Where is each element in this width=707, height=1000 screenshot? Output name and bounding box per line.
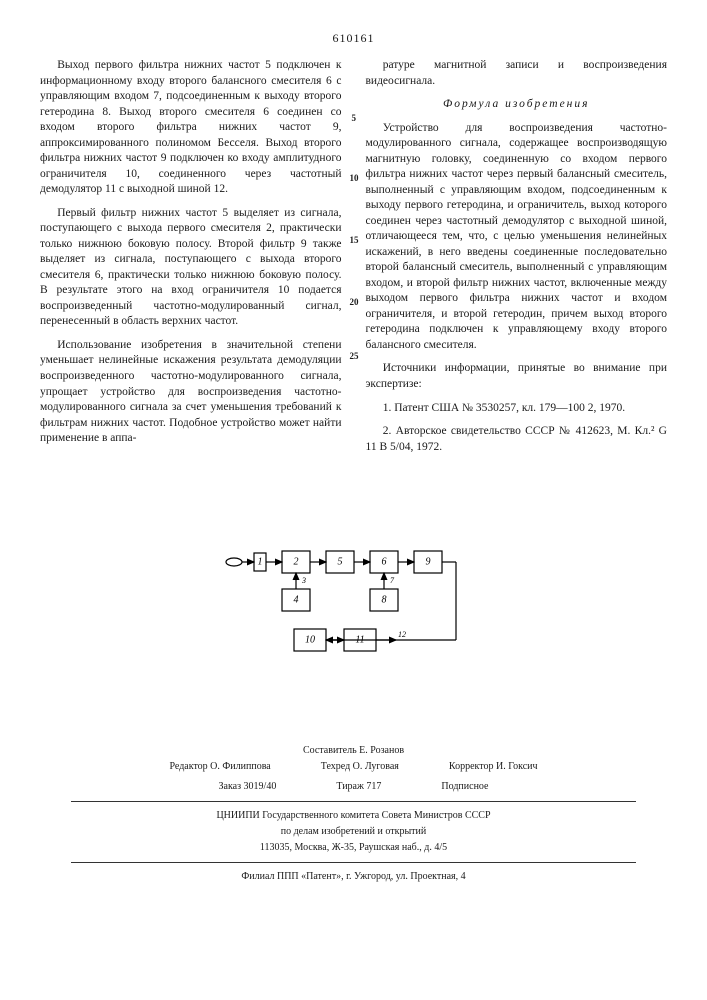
right-p1: Устройство для воспроизведения частотно-… — [366, 121, 668, 354]
svg-text:2: 2 — [293, 556, 298, 567]
svg-text:1: 1 — [257, 556, 262, 567]
formula-title: Формула изобретения — [366, 97, 668, 113]
sources-label: Источники информации, принятые во вниман… — [366, 361, 668, 392]
svg-text:3: 3 — [301, 576, 306, 585]
svg-text:8: 8 — [381, 594, 386, 605]
addr2: Филиал ППП «Патент», г. Ужгород, ул. Про… — [40, 869, 667, 885]
line-marker: 25 — [350, 350, 359, 362]
footer-divider-2 — [71, 862, 635, 863]
right-column: ратуре магнитной записи и воспроизведени… — [366, 58, 668, 455]
order: Заказ 3019/40 — [219, 779, 277, 795]
source-1: 1. Патент США № 3530257, кл. 179—100 2, … — [366, 401, 668, 417]
text-columns: Выход первого фильтра нижних частот 5 по… — [40, 58, 667, 463]
line-marker: 10 — [350, 172, 359, 184]
compiler: Составитель Е. Розанов — [40, 743, 667, 759]
line-marker: 20 — [350, 296, 359, 308]
editor: Редактор О. Филиппова — [169, 759, 270, 775]
tirage: Тираж 717 — [336, 779, 381, 795]
source-2: 2. Авторское свидетельство СССР № 412623… — [366, 424, 668, 455]
svg-text:5: 5 — [337, 556, 342, 567]
block-diagram: 125694810113712 — [40, 523, 667, 673]
left-p3: Использование изобретения в значительной… — [40, 338, 342, 447]
subscription: Подписное — [441, 779, 488, 795]
svg-text:4: 4 — [293, 594, 298, 605]
left-p1: Выход первого фильтра нижних частот 5 по… — [40, 58, 342, 198]
svg-text:10: 10 — [305, 634, 315, 645]
page-number: 610161 — [40, 30, 667, 46]
svg-text:6: 6 — [381, 556, 386, 567]
left-p2: Первый фильтр нижних частот 5 выделяет и… — [40, 206, 342, 330]
line-marker: 15 — [350, 234, 359, 246]
footer: Составитель Е. Розанов Редактор О. Филип… — [40, 743, 667, 885]
svg-text:7: 7 — [390, 576, 395, 585]
footer-divider — [71, 801, 635, 802]
tech: Техред О. Луговая — [321, 759, 399, 775]
left-column: Выход первого фильтра нижних частот 5 по… — [40, 58, 342, 463]
right-column-wrapper: 5 10 15 20 25 ратуре магнитной записи и … — [366, 58, 668, 463]
corrector: Корректор И. Гоксич — [449, 759, 538, 775]
svg-text:12: 12 — [398, 630, 406, 639]
org1: ЦНИИПИ Государственного комитета Совета … — [40, 808, 667, 824]
right-p0: ратуре магнитной записи и воспроизведени… — [366, 58, 668, 89]
svg-text:9: 9 — [425, 556, 430, 567]
org2: по делам изобретений и открытий — [40, 824, 667, 840]
addr1: 113035, Москва, Ж-35, Раушская наб., д. … — [40, 840, 667, 856]
line-marker: 5 — [352, 112, 357, 124]
